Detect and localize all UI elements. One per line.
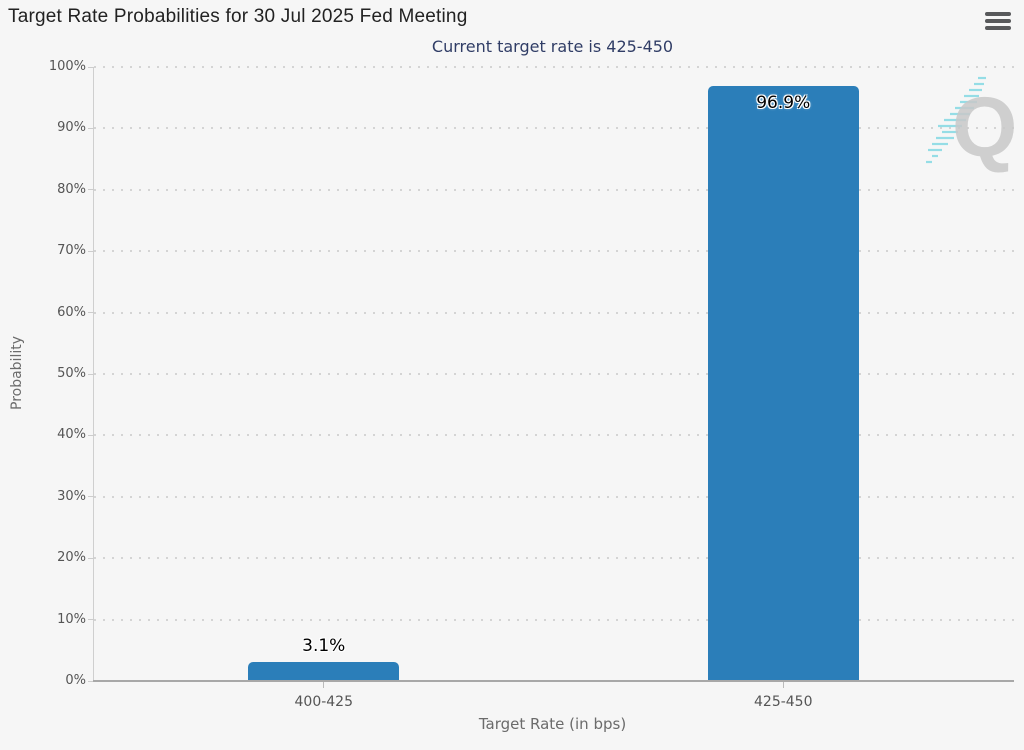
- y-axis-title: Probability: [9, 335, 25, 411]
- x-category-label-400-425: 400-425: [294, 694, 354, 710]
- y-tick-label: 50%: [57, 366, 86, 381]
- y-tick-mark: [88, 312, 94, 314]
- gridline-50: [94, 373, 1016, 375]
- gridline-70: [94, 250, 1016, 253]
- y-tick-label: 20%: [57, 550, 86, 566]
- bar-425-450[interactable]: [707, 86, 859, 681]
- gridline-90: [94, 127, 1016, 130]
- y-tick-label: 40%: [57, 427, 86, 443]
- gridline-30: [94, 495, 1016, 498]
- y-tick-mark: [88, 557, 94, 559]
- y-tick-mark: [88, 66, 94, 68]
- y-tick-mark: [88, 434, 94, 436]
- bar-value-label-425-450: 96.9%: [756, 93, 811, 114]
- gridline-60: [94, 311, 1016, 314]
- x-category-label-425-450: 425-450: [754, 694, 813, 710]
- y-tick-label: 10%: [57, 611, 86, 627]
- y-tick-label: 80%: [57, 181, 86, 197]
- y-tick-label: 0%: [65, 673, 86, 688]
- gridline-10: [94, 618, 1016, 621]
- y-tick-label: 30%: [57, 488, 86, 504]
- y-tick-mark: [88, 619, 94, 621]
- y-tick-mark: [88, 680, 94, 682]
- gridline-100: [94, 66, 1016, 68]
- y-tick-mark: [88, 373, 94, 375]
- y-tick-label: 60%: [57, 304, 86, 320]
- gridline-80: [94, 188, 1016, 191]
- hamburger-menu-icon: [985, 26, 1011, 30]
- y-tick-mark: [88, 189, 94, 191]
- plot-area: 0% 10% 20% 30% 40% 50% 60% 70% 80% 90% 100% 3.1% 400…: [49, 59, 1016, 710]
- bar-value-label-400-425: 3.1%: [302, 635, 346, 656]
- chart-menu-button[interactable]: [985, 9, 1011, 33]
- chart-title: Target Rate Probabilities for 30 Jul 202…: [8, 6, 468, 27]
- x-tick-mark: [782, 682, 784, 688]
- y-tick-label: 100%: [48, 59, 86, 74]
- hamburger-menu-icon: [985, 12, 1011, 16]
- y-tick-label: 70%: [57, 243, 86, 259]
- y-tick-mark: [88, 127, 94, 129]
- y-tick-mark: [88, 496, 94, 498]
- gridline-40: [94, 434, 1016, 437]
- bar-400-425[interactable]: [248, 661, 400, 681]
- x-axis-line: [93, 680, 1014, 682]
- x-tick-mark: [323, 682, 325, 688]
- gridline-20: [94, 557, 1016, 560]
- x-axis-title: Target Rate (in bps): [478, 715, 627, 733]
- hamburger-menu-icon: [985, 19, 1011, 23]
- chart-subtitle: Current target rate is 425-450: [431, 37, 674, 56]
- y-tick-mark: [88, 250, 94, 252]
- y-tick-label: 90%: [57, 120, 86, 136]
